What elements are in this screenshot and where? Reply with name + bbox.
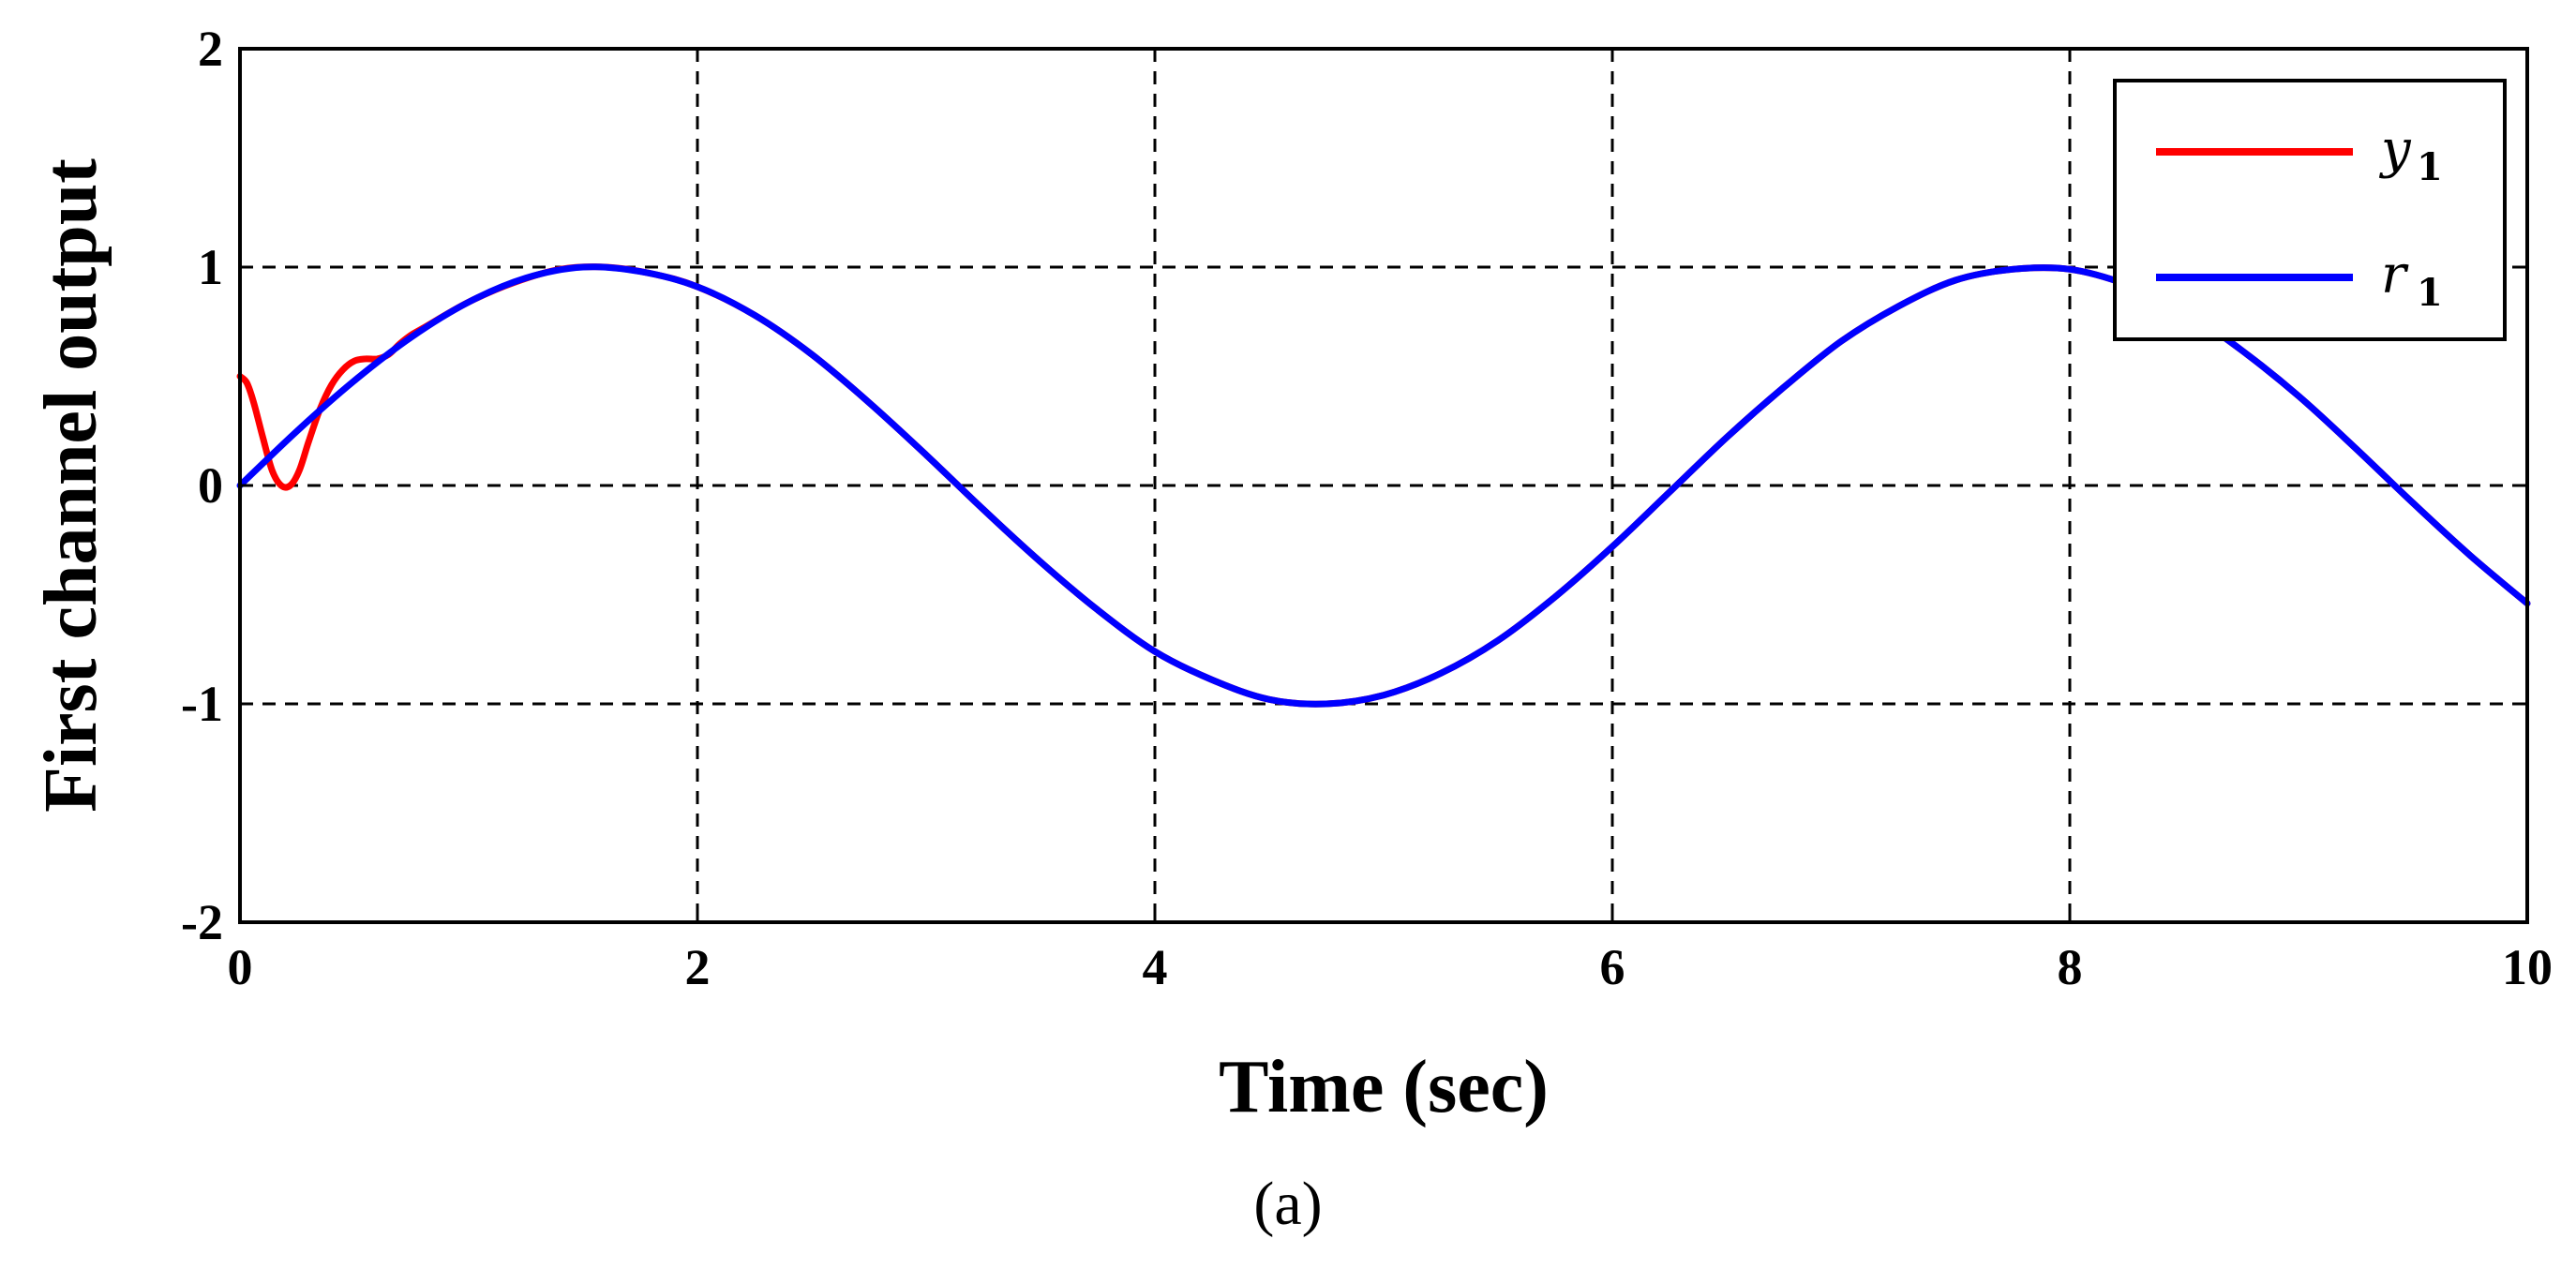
x-tick-label: 10 — [2502, 939, 2553, 995]
x-tick-label: 8 — [2058, 939, 2083, 995]
legend-label: r — [2381, 245, 2409, 306]
x-tick-label: 0 — [228, 939, 253, 995]
legend: y 1r 1 — [2113, 79, 2507, 341]
legend-label: y — [2378, 119, 2412, 180]
legend-box — [2113, 79, 2507, 341]
axis-ticks: 0 2 4 6 8 10 -2 -1 0 1 2 — [181, 21, 2553, 995]
y-axis-title: First channel output — [30, 158, 112, 813]
x-tick-label: 4 — [1143, 939, 1168, 995]
x-axis-title: Time (sec) — [1219, 1046, 1549, 1128]
x-tick-label: 2 — [685, 939, 711, 995]
y-tick-label: 1 — [198, 239, 223, 295]
grid-lines — [240, 49, 2527, 922]
y-tick-label: -2 — [181, 894, 223, 950]
x-tick-label: 6 — [1600, 939, 1625, 995]
figure-caption: (a) — [1253, 1170, 1322, 1238]
y-tick-label: -1 — [181, 676, 223, 732]
y-tick-label: 2 — [198, 21, 223, 77]
y-tick-label: 0 — [198, 457, 223, 514]
legend-label-subscript: 1 — [2417, 145, 2443, 189]
legend-label-subscript: 1 — [2417, 271, 2443, 315]
